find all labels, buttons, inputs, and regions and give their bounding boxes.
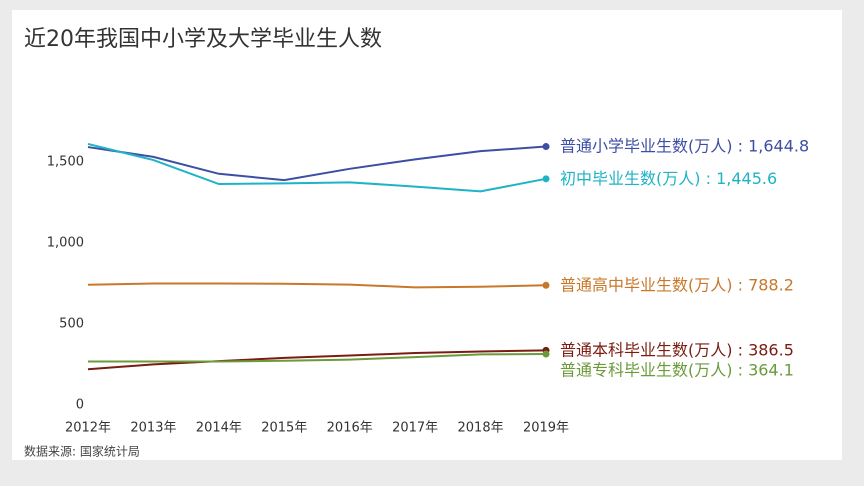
- legend-name: 普通小学毕业生数(万人): [560, 136, 733, 155]
- x-tick-label: 2015年: [261, 421, 307, 436]
- y-tick-label: 500: [59, 317, 84, 332]
- x-tick-label: 2017年: [392, 421, 438, 436]
- end-point: [542, 175, 550, 183]
- end-point: [542, 350, 550, 358]
- label-separator: :: [733, 136, 749, 155]
- series-label: 普通本科毕业生数(万人) : 386.5: [560, 340, 794, 359]
- label-separator: :: [701, 168, 717, 187]
- x-tick-label: 2016年: [327, 421, 373, 436]
- x-tick-label: 2018年: [458, 421, 504, 436]
- value-label: 788.2: [748, 275, 794, 294]
- legend-name: 普通本科毕业生数(万人): [560, 340, 733, 359]
- label-separator: :: [733, 340, 749, 359]
- legend-name: 初中毕业生数(万人): [560, 168, 701, 187]
- x-tick-label: 2019年: [523, 421, 569, 436]
- chart-title: 近20年我国中小学及大学毕业生人数: [24, 27, 382, 52]
- value-label: 1,644.8: [748, 136, 809, 155]
- series-label: 初中毕业生数(万人) : 1,445.6: [560, 168, 777, 187]
- legend-name: 普通高中毕业生数(万人): [560, 275, 733, 294]
- series-line: [87, 142, 547, 193]
- x-tick-label: 2012年: [65, 421, 111, 436]
- y-tick-label: 1,500: [47, 155, 84, 170]
- end-point: [542, 143, 550, 151]
- value-label: 364.1: [748, 360, 794, 379]
- legend-name: 普通专科毕业生数(万人): [560, 360, 733, 379]
- series-label: 普通小学毕业生数(万人) : 1,644.8: [560, 136, 809, 155]
- series-line: [88, 353, 547, 363]
- series-label: 普通专科毕业生数(万人) : 364.1: [560, 360, 794, 379]
- source-note: 数据来源: 国家统计局: [24, 444, 140, 459]
- end-point: [542, 281, 550, 289]
- label-separator: :: [733, 360, 749, 379]
- value-label: 386.5: [748, 340, 794, 359]
- label-separator: :: [733, 275, 749, 294]
- series-label: 普通高中毕业生数(万人) : 788.2: [560, 275, 794, 294]
- series-line: [87, 145, 547, 182]
- value-label: 1,445.6: [716, 168, 777, 187]
- panel: [12, 10, 842, 460]
- series-line: [87, 349, 547, 371]
- x-tick-label: 2014年: [196, 421, 242, 436]
- x-tick-label: 2013年: [130, 421, 176, 436]
- y-tick-label: 0: [76, 398, 84, 413]
- series-line: [87, 282, 547, 289]
- y-tick-label: 1,000: [47, 236, 84, 251]
